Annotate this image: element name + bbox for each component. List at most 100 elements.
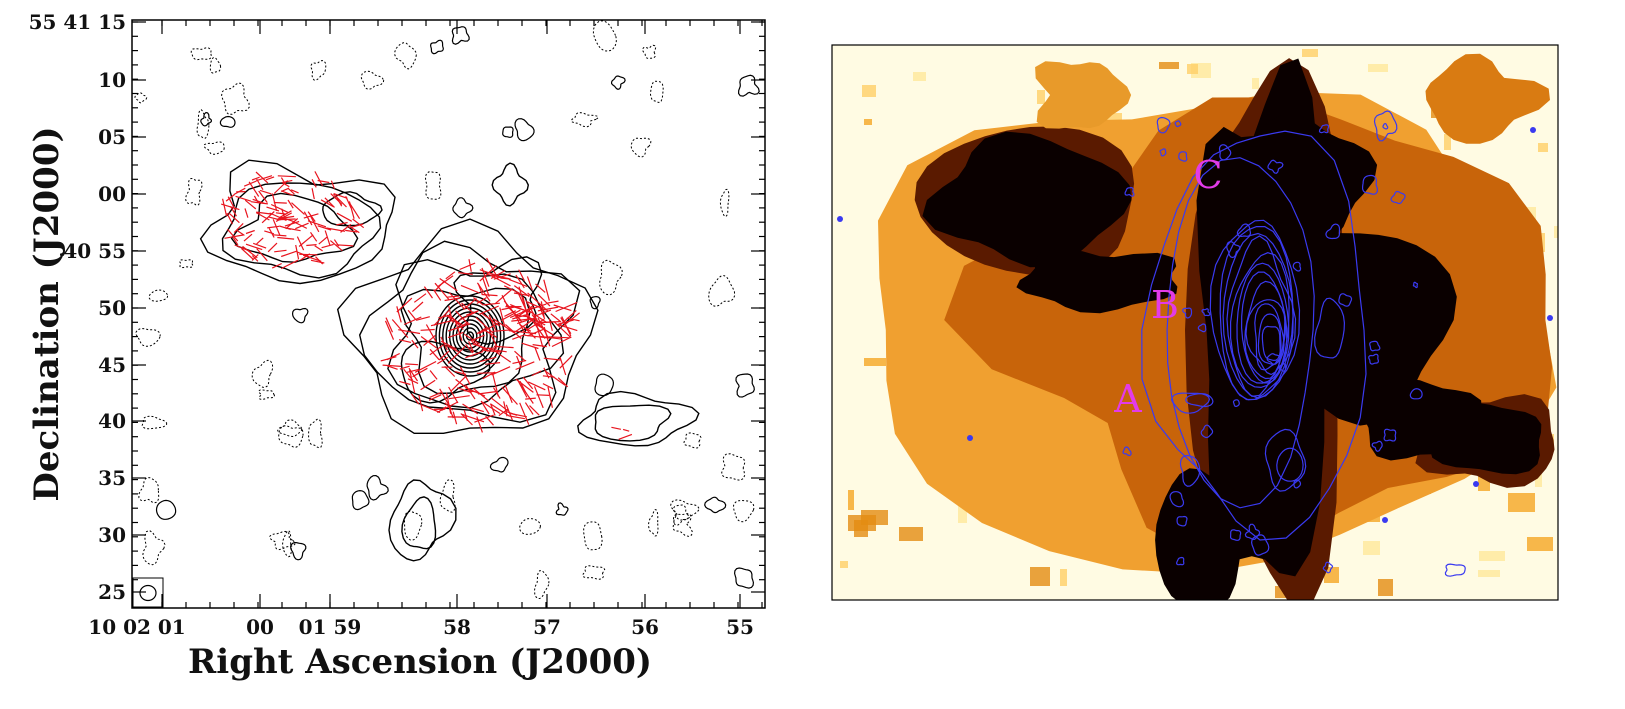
overlay-noise-contour [1178,151,1188,162]
intensity-region [1224,114,1378,246]
pol-vector [542,375,555,378]
noise-contour [733,567,755,589]
lobe-contour [221,182,382,279]
pol-vector [492,373,499,397]
noise-contour [452,197,474,219]
pol-vector [470,334,485,342]
pol-vector [547,386,553,408]
noise-contour [219,115,236,128]
pol-vector [504,310,517,317]
noise-contour [291,307,309,324]
pol-vector [527,381,546,391]
negative-contour [533,569,550,600]
overlay-noise-contour [1369,340,1381,352]
x-tick-label: 57 [533,615,561,639]
negative-contour [649,80,664,103]
pol-vector [566,317,580,322]
pol-vector [244,199,257,210]
pol-vector [251,255,259,262]
pol-vector [324,197,335,208]
y-tick-label: 10 [98,68,126,92]
overlay-contours [837,110,1553,577]
pol-vector [248,181,260,197]
left-plot-frame [131,19,766,609]
pol-vector [452,411,458,425]
overlay-noise-contour [1159,148,1167,157]
pol-vector [429,391,443,398]
pol-vector [518,286,525,305]
core-overlay-contour [1230,252,1290,389]
intensity-region [1361,378,1482,461]
pol-vector [527,292,549,312]
pol-vector [441,401,459,412]
overlay-point-source [837,216,843,222]
pol-vector [423,286,433,299]
pol-vector [514,350,526,362]
pol-vector [311,179,317,188]
pol-vector [526,276,533,291]
pol-vector [259,189,272,195]
contour-level [453,256,543,345]
pol-vector [536,323,555,337]
pol-vector [277,175,296,178]
pol-vector [265,176,275,181]
negative-contour [570,112,599,128]
pol-vector [311,188,315,200]
core-overlay-contour [1222,232,1294,399]
pol-vector [384,320,395,340]
x-tick-label: 55 [726,615,754,639]
pol-vector [458,310,479,321]
pol-vector [407,309,417,321]
pol-vector [285,218,299,230]
pol-vector [330,180,335,190]
pol-vector [267,225,280,229]
pol-vector [518,269,525,282]
pol-vector [537,306,559,312]
pol-vector [512,314,527,320]
contour-level [358,240,581,423]
pol-vector [317,225,332,231]
noise-contour [704,496,727,514]
intensity-region [1155,468,1247,600]
pol-vector [550,313,562,323]
noise-contour [351,489,370,511]
pol-vector [492,387,501,399]
pol-vector [411,393,420,405]
pol-vector [493,273,511,280]
pol-vector [509,303,532,314]
pol-vector [333,193,347,208]
pol-vector [433,310,450,326]
pol-vector [280,190,294,196]
pol-vector [471,407,484,413]
overlay-noise-contour [1176,515,1188,527]
y-tick-label: 40 55 [63,239,126,263]
negative-contour [582,565,606,580]
overlay-contour [1185,393,1214,408]
core-overlay-contour [1240,271,1288,384]
pol-vector [281,250,297,258]
pol-vector [559,355,573,369]
intensity-pixel [1508,493,1535,512]
intensity-pixel [913,72,926,81]
pol-vector [407,378,419,384]
intensity-pixel [848,515,876,531]
intensity-pixel [840,561,848,568]
pol-vector [421,404,441,413]
pol-vector [545,370,566,386]
noise-contour [290,542,307,561]
pol-vector [459,262,476,271]
pol-vector [256,237,264,245]
pol-vector [267,242,278,253]
pol-vector [324,230,331,246]
overlay-contour [1373,110,1398,142]
right-plot-frame [831,44,1559,601]
negative-contour [630,137,652,158]
negative-contour [278,425,304,448]
pol-vector [429,348,440,361]
pol-vector [545,300,559,304]
overlay-contour [1250,534,1270,556]
pol-vector [256,175,273,182]
overlay-noise-contour [1244,523,1261,541]
pol-vector [290,189,299,194]
